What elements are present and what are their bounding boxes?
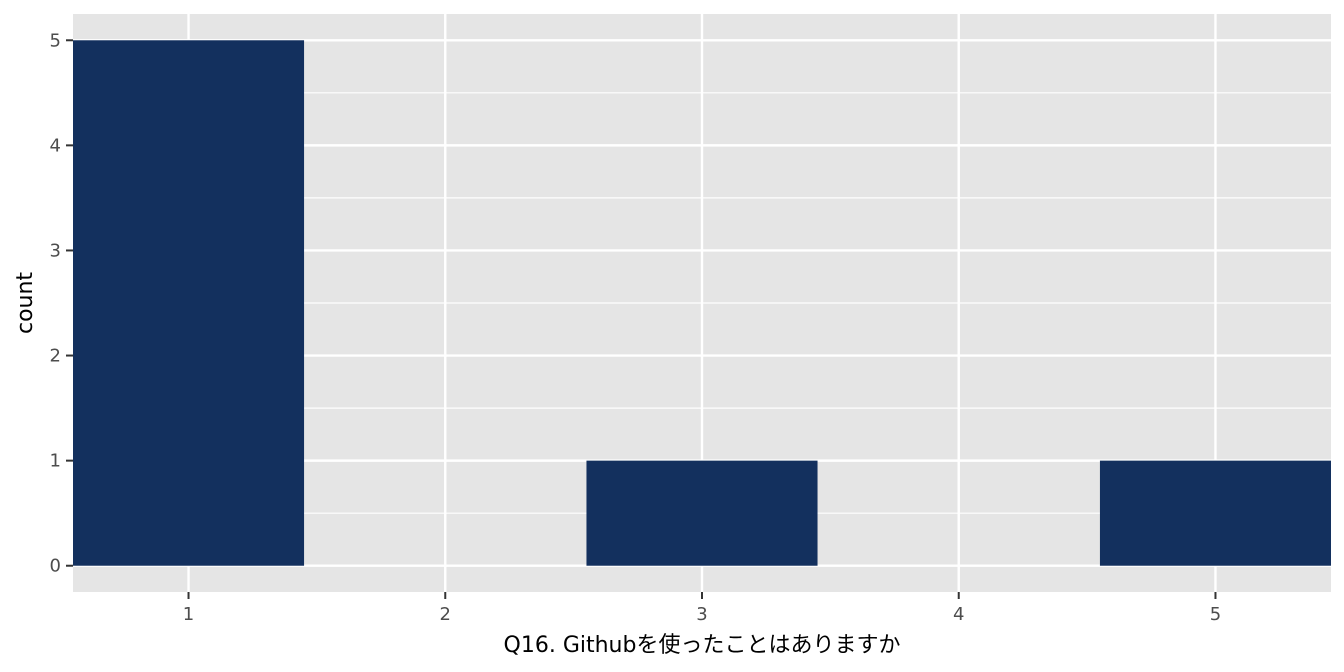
x-tick-label: 2 xyxy=(440,604,451,625)
x-tick-label: 5 xyxy=(1210,604,1221,625)
y-axis-ticks: 0 1 2 3 4 5 xyxy=(50,30,73,577)
bars xyxy=(73,40,1331,566)
bar-3 xyxy=(586,460,818,566)
y-tick-label: 0 xyxy=(50,556,61,577)
y-tick-label: 3 xyxy=(50,240,61,261)
y-axis-title: count xyxy=(13,272,38,334)
x-axis-title: Q16. Githubを使ったことはありますか xyxy=(504,633,901,658)
y-tick-label: 2 xyxy=(50,346,61,367)
x-tick-label: 1 xyxy=(183,604,194,625)
x-tick-label: 4 xyxy=(953,604,964,625)
x-tick-label: 3 xyxy=(696,604,707,625)
y-tick-label: 1 xyxy=(50,451,61,472)
bar-1 xyxy=(73,40,305,566)
y-tick-label: 4 xyxy=(50,135,61,156)
x-axis-ticks: 1 2 3 4 5 xyxy=(183,592,1221,625)
bar-5 xyxy=(1099,460,1331,566)
y-tick-label: 5 xyxy=(50,30,61,51)
